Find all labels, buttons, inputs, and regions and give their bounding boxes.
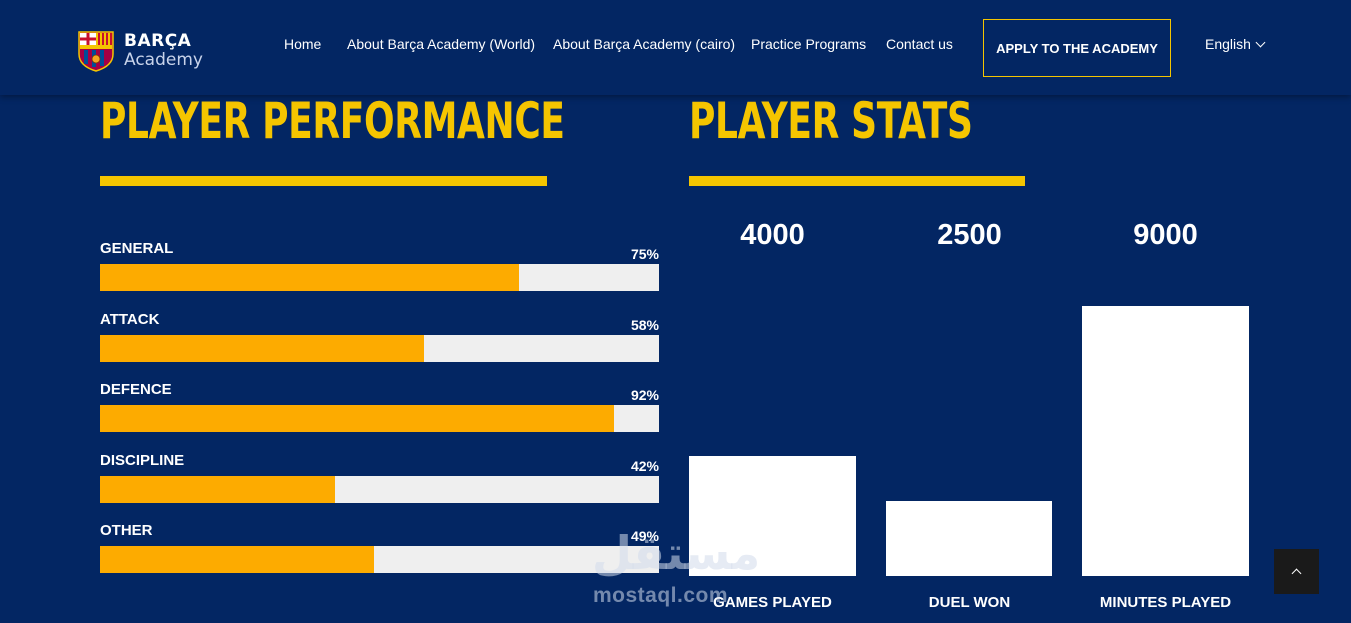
performance-row-other: OTHER 49%	[100, 512, 659, 583]
performance-percent: 58%	[630, 316, 659, 333]
performance-label: GENERAL	[100, 240, 174, 257]
site-logo[interactable]: BARÇA Academy	[76, 28, 216, 72]
stat-bar-duel-won	[886, 501, 1052, 576]
nav-practice-programs[interactable]: Practice Programs	[751, 36, 867, 52]
performance-percent: 75%	[630, 246, 659, 262]
stat-value-games-played: 4000	[740, 219, 805, 251]
performance-percent: 92%	[630, 387, 659, 403]
progress-track	[100, 475, 659, 503]
nav-about-cairo[interactable]: About Barça Academy (cairo)	[553, 36, 736, 52]
performance-label: DISCIPLINE	[100, 451, 185, 469]
nav-home[interactable]: Home	[284, 36, 322, 52]
progress-fill	[100, 405, 615, 432]
performance-label: DEFENCE	[100, 381, 172, 398]
logo-brand-text: BARÇA	[124, 31, 192, 51]
performance-row-discipline: DISCIPLINE 42%	[100, 442, 659, 513]
progress-fill	[100, 264, 520, 291]
stat-value-minutes-played: 9000	[1133, 219, 1198, 251]
progress-track	[100, 264, 659, 291]
watermark-arabic: مستقل	[592, 527, 761, 579]
performance-title-underline	[100, 176, 547, 186]
progress-fill	[100, 334, 425, 362]
performance-title: PLAYER PERFORMANCE	[100, 92, 565, 150]
site-header: BARÇA Academy Home About Barça Academy (…	[0, 0, 1351, 95]
watermark-latin: mostaql.com	[593, 584, 729, 607]
performance-percent: 49%	[630, 528, 659, 544]
stat-value-duel-won: 2500	[937, 219, 1002, 251]
progress-fill	[100, 475, 335, 503]
stat-label-duel-won: DUEL WON	[928, 594, 1011, 611]
performance-row-defence: DEFENCE 92%	[100, 371, 659, 442]
nav-contact-us[interactable]: Contact us	[886, 36, 953, 52]
language-selector[interactable]: English	[1205, 36, 1266, 52]
stat-bar-minutes-played	[1082, 306, 1249, 576]
scroll-to-top-button[interactable]	[1274, 549, 1319, 594]
nav-about-world[interactable]: About Barça Academy (World)	[347, 36, 536, 52]
chevron-up-icon	[1291, 568, 1302, 578]
performance-label: OTHER	[100, 522, 153, 539]
performance-row-general: GENERAL 75%	[100, 230, 659, 301]
stats-title: PLAYER STATS	[689, 92, 973, 150]
stat-label-minutes-played: MINUTES PLAYED	[1099, 594, 1232, 611]
progress-fill	[100, 546, 374, 573]
apply-to-academy-button[interactable]: APPLY TO THE ACADEMY	[983, 19, 1171, 77]
progress-track	[100, 334, 659, 362]
progress-track	[100, 546, 659, 573]
chevron-down-icon	[1255, 37, 1266, 47]
performance-row-attack: ATTACK 58%	[100, 301, 659, 372]
fc-barcelona-crest-icon	[78, 31, 114, 72]
stat-bar-games-played	[689, 456, 856, 576]
stat-label-games-played: GAMES PLAYED	[713, 594, 832, 611]
stats-title-underline	[689, 176, 1025, 186]
performance-percent: 42%	[630, 457, 659, 474]
logo-sub-text: Academy	[124, 50, 203, 70]
performance-label: ATTACK	[100, 310, 160, 328]
progress-track	[100, 405, 659, 432]
performance-list: GENERAL 75% ATTACK 58% DEFENCE 92% DISCI…	[100, 230, 659, 583]
language-label: English	[1205, 36, 1251, 52]
